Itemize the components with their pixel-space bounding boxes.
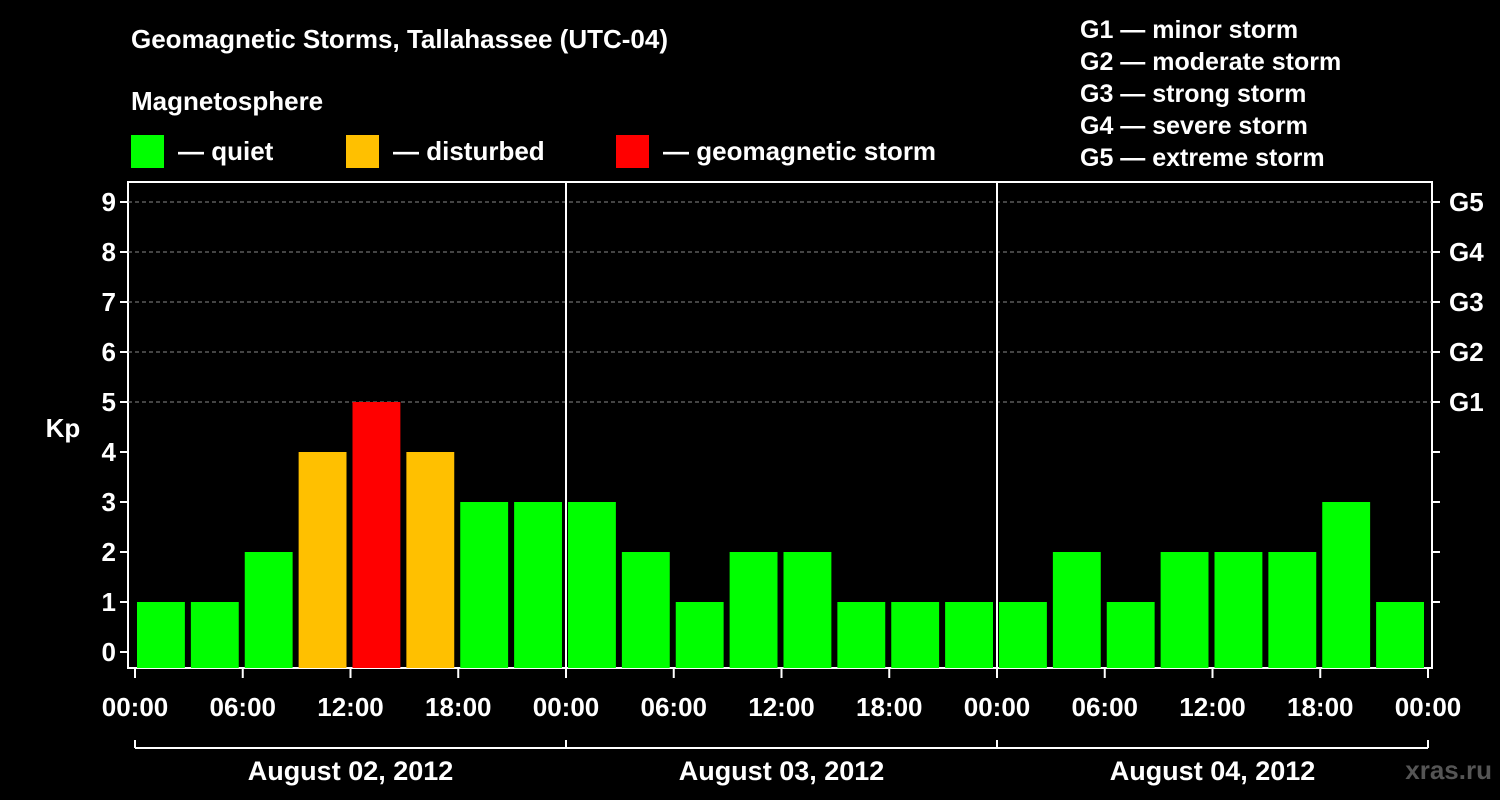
kp-bar xyxy=(729,552,778,668)
storm-scale-g2: G2 — moderate storm xyxy=(1080,48,1342,76)
g-level-label: G2 xyxy=(1449,337,1484,367)
legend-quiet-label: — quiet xyxy=(178,135,274,166)
legend-storm-label: — geomagnetic storm xyxy=(663,135,937,166)
y-axis-label: Kp xyxy=(46,413,81,443)
kp-bar xyxy=(1106,602,1155,668)
x-tick-label: 18:00 xyxy=(856,692,923,722)
kp-bar xyxy=(1052,552,1101,668)
y-tick-label: 5 xyxy=(102,387,116,417)
kp-bar xyxy=(244,552,293,668)
g-level-label: G4 xyxy=(1449,237,1484,267)
watermark: xras.ru xyxy=(1405,755,1492,785)
storm-scale-g5: G5 — extreme storm xyxy=(1080,144,1325,172)
kp-bar xyxy=(1376,602,1424,668)
kp-bar xyxy=(675,602,724,668)
kp-bar xyxy=(621,552,670,668)
y-tick-label: 1 xyxy=(102,587,116,617)
day-label: August 02, 2012 xyxy=(248,756,454,786)
g-level-label: G5 xyxy=(1449,187,1484,217)
x-tick-label: 00:00 xyxy=(964,692,1031,722)
kp-bar xyxy=(783,552,832,668)
g-level-label: G1 xyxy=(1449,387,1484,417)
storm-scale-g3: G3 — strong storm xyxy=(1080,80,1307,108)
x-tick-label: 06:00 xyxy=(210,692,277,722)
kp-bar xyxy=(568,502,616,668)
x-tick-label: 00:00 xyxy=(102,692,169,722)
kp-bar xyxy=(298,452,347,668)
x-tick-label: 12:00 xyxy=(748,692,815,722)
legend-disturbed-swatch xyxy=(346,134,379,168)
chart-title: Geomagnetic Storms, Tallahassee (UTC-04) xyxy=(131,24,669,54)
kp-bar xyxy=(514,502,562,668)
x-tick-label: 00:00 xyxy=(1395,692,1462,722)
y-tick-label: 2 xyxy=(102,537,116,567)
x-tick-label: 00:00 xyxy=(533,692,600,722)
y-tick-label: 4 xyxy=(102,437,117,467)
kp-bar xyxy=(352,402,401,668)
legend-quiet-swatch xyxy=(131,134,164,168)
x-tick-label: 12:00 xyxy=(1179,692,1246,722)
kp-bar xyxy=(945,602,993,668)
plot-frame xyxy=(127,181,1433,669)
kp-bar xyxy=(1160,552,1209,668)
kp-bar xyxy=(1214,552,1263,668)
g-level-label: G3 xyxy=(1449,287,1484,317)
x-tick-label: 18:00 xyxy=(425,692,492,722)
legend-disturbed-label: — disturbed xyxy=(393,135,545,166)
day-label: August 04, 2012 xyxy=(1110,756,1316,786)
x-tick-label: 06:00 xyxy=(641,692,708,722)
legend-storm-swatch xyxy=(616,134,649,168)
legend-quiet: — quiet xyxy=(131,134,273,168)
kp-bar xyxy=(190,602,239,668)
kp-bar xyxy=(406,452,455,668)
legend-heading: Magnetosphere xyxy=(131,86,324,116)
kp-bar xyxy=(837,602,886,668)
kp-bar xyxy=(891,602,940,668)
x-tick-label: 06:00 xyxy=(1072,692,1139,722)
y-tick-label: 0 xyxy=(102,637,116,667)
kp-bar xyxy=(999,602,1047,668)
y-tick-label: 3 xyxy=(102,487,116,517)
storm-scale-g1: G1 — minor storm xyxy=(1080,16,1299,44)
storm-scale-g4: G4 — severe storm xyxy=(1080,112,1308,140)
legend-storm: — geomagnetic storm xyxy=(616,134,936,168)
day-label: August 03, 2012 xyxy=(679,756,885,786)
x-tick-label: 12:00 xyxy=(317,692,384,722)
kp-bar xyxy=(460,502,509,668)
storm-scale-legend: G1 — minor storm G2 — moderate storm G3 … xyxy=(1080,14,1341,174)
kp-bar xyxy=(1322,502,1371,668)
y-tick-label: 6 xyxy=(102,337,116,367)
y-tick-label: 7 xyxy=(102,287,116,317)
kp-bar xyxy=(1268,552,1317,668)
y-tick-label: 9 xyxy=(102,187,116,217)
legend-disturbed: — disturbed xyxy=(346,134,545,168)
kp-bar xyxy=(137,602,185,668)
x-tick-label: 18:00 xyxy=(1287,692,1354,722)
y-tick-label: 8 xyxy=(102,237,116,267)
